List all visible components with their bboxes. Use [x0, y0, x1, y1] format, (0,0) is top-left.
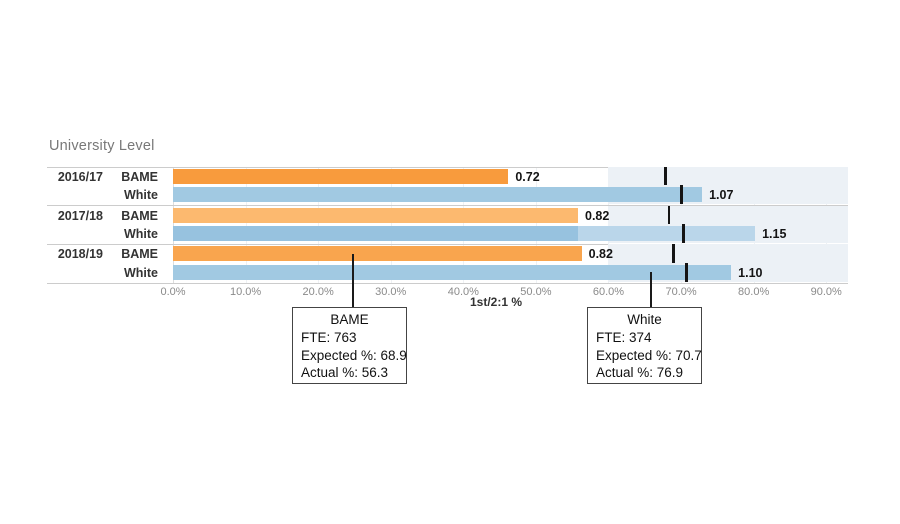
x-axis-tick-label: 60.0%: [592, 286, 625, 298]
x-axis-tick-label: 70.0%: [665, 286, 697, 298]
x-gridline: [535, 167, 537, 283]
annotation-callout-line: [352, 253, 354, 307]
bar-value-label: 0.72: [515, 170, 540, 184]
data-bar-white[interactable]: [173, 187, 703, 203]
x-axis-tick-label: 10.0%: [229, 286, 262, 298]
row-label-white: White: [123, 265, 158, 280]
annotation-line: FTE: 374: [596, 330, 652, 345]
x-axis-tick-label: 0.0%: [160, 286, 186, 298]
expected-reference-tick: [664, 167, 667, 186]
expected-reference-tick: [680, 185, 683, 205]
annotation-line: Actual %: 56.3: [301, 365, 389, 380]
annotation-title: BAME: [330, 312, 369, 327]
data-bar-bame[interactable]: [173, 246, 582, 262]
annotation-line: FTE: 763: [301, 330, 357, 345]
data-bar-segment: [173, 225, 578, 241]
row-label-bame: BAME: [121, 247, 158, 262]
year-label: 2016/17: [57, 170, 103, 184]
bar-value-label: 1.15: [762, 226, 787, 241]
row-separator: [47, 205, 848, 207]
x-axis-tick-label: 80.0%: [738, 286, 770, 298]
x-axis-tick-label: 20.0%: [302, 286, 334, 298]
row-separator: [47, 282, 848, 284]
annotation-line: Actual %: 76.9: [596, 365, 684, 380]
row-label-bame: BAME: [121, 170, 158, 184]
annotation-line: Expected %: 68.9: [301, 347, 407, 363]
x-gridline: [390, 167, 392, 283]
bar-value-label: 0.82: [588, 247, 613, 262]
data-bar-white[interactable]: [173, 264, 732, 280]
expected-reference-tick: [672, 244, 675, 264]
x-axis-tick-label: 90.0%: [810, 286, 842, 298]
x-axis-title: 1st/2:1 %: [469, 295, 523, 309]
annotation-box-white[interactable]: White FTE: 374 Expected %: 70.7 Actual %: 7…: [587, 307, 702, 384]
bar-value-label: 1.10: [738, 265, 763, 280]
chart-title: University Level: [49, 138, 155, 154]
bar-value-label: 1.07: [709, 188, 734, 203]
year-label: 2018/19: [57, 247, 103, 262]
bar-value-label: 0.82: [585, 208, 610, 223]
annotation-box-bame[interactable]: BAME FTE: 763 Expected %: 68.9 Actual %: 56…: [292, 307, 407, 384]
x-gridline: [318, 167, 320, 283]
row-separator: [47, 166, 848, 168]
reference-band: [608, 167, 848, 186]
row-label-white: White: [123, 188, 158, 203]
row-separator: [47, 243, 848, 245]
annotation-line: Expected %: 70.7: [596, 347, 702, 363]
data-bar-bame[interactable]: [173, 169, 509, 184]
x-gridline: [463, 167, 465, 283]
row-label-bame: BAME: [121, 208, 158, 223]
row-label-white: White: [123, 226, 158, 241]
x-axis-tick-label: 50.0%: [520, 286, 552, 298]
reference-band: [608, 244, 848, 264]
year-label: 2017/18: [57, 208, 103, 223]
annotation-callout-line: [650, 272, 652, 307]
data-bar-bame[interactable]: [173, 207, 578, 223]
pane-left-border: [173, 167, 174, 283]
x-axis-tick-label: 30.0%: [375, 286, 407, 298]
x-axis-tick-label: 40.0%: [447, 286, 479, 298]
x-gridline: [245, 167, 247, 283]
expected-reference-tick: [667, 205, 671, 225]
expected-reference-tick: [682, 223, 685, 243]
annotation-title: White: [627, 312, 662, 327]
expected-reference-tick: [685, 262, 688, 282]
